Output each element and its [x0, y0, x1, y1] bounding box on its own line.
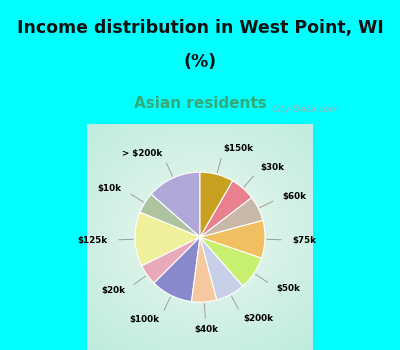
Text: $75k: $75k [292, 236, 316, 245]
Text: $200k: $200k [244, 314, 274, 323]
Text: $60k: $60k [283, 192, 307, 201]
Text: City-Data.com: City-Data.com [272, 105, 340, 114]
Wedge shape [151, 172, 200, 237]
Text: $40k: $40k [194, 324, 218, 334]
Wedge shape [200, 237, 262, 286]
Wedge shape [200, 197, 263, 237]
Wedge shape [200, 172, 232, 237]
Text: $100k: $100k [129, 315, 159, 324]
Wedge shape [135, 212, 200, 266]
Wedge shape [142, 237, 200, 283]
Text: Income distribution in West Point, WI: Income distribution in West Point, WI [17, 20, 383, 37]
Text: > $200k: > $200k [122, 149, 162, 158]
Wedge shape [140, 194, 200, 237]
Text: $125k: $125k [78, 236, 108, 245]
Text: $10k: $10k [98, 184, 122, 193]
Text: Asian residents: Asian residents [134, 96, 266, 111]
Text: $50k: $50k [276, 284, 300, 293]
Wedge shape [192, 237, 217, 302]
Text: $150k: $150k [224, 144, 254, 153]
Wedge shape [200, 237, 243, 300]
Wedge shape [200, 181, 252, 237]
Wedge shape [154, 237, 200, 302]
Text: (%): (%) [184, 53, 216, 71]
Text: $30k: $30k [261, 163, 285, 173]
Wedge shape [200, 220, 265, 258]
Text: $20k: $20k [101, 286, 125, 295]
